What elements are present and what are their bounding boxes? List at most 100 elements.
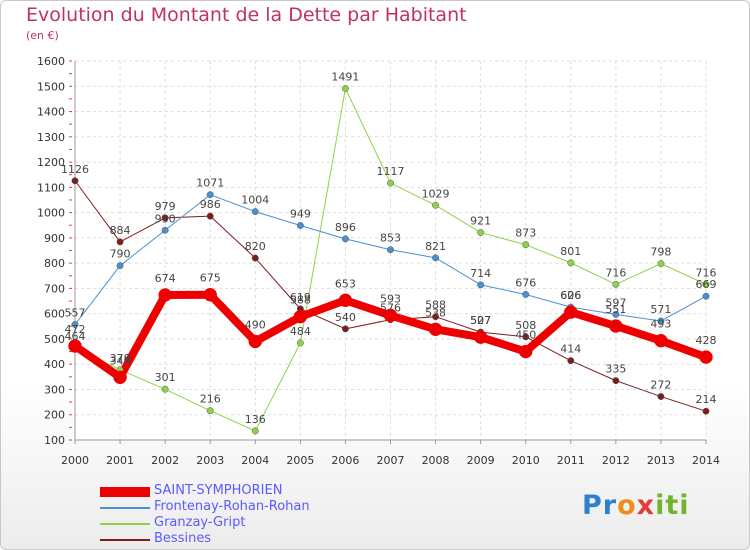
data-point	[161, 226, 169, 234]
data-label: 588	[290, 294, 311, 307]
data-point	[341, 85, 349, 92]
y-tick-label: 1500	[37, 80, 65, 93]
x-tick-label: 2007	[377, 454, 405, 467]
data-point	[251, 254, 259, 262]
data-point	[473, 330, 488, 344]
data-point	[522, 291, 530, 298]
data-point	[383, 308, 398, 323]
data-label: 798	[650, 246, 671, 259]
data-label: 896	[335, 221, 356, 234]
data-label: 716	[696, 266, 717, 279]
data-point	[477, 281, 485, 289]
legend-item: Frontenay-Rohan-Rohan	[100, 499, 400, 516]
data-point	[338, 293, 353, 308]
data-point	[206, 191, 214, 199]
data-point	[657, 317, 665, 325]
data-label: 921	[470, 215, 491, 228]
data-label: 873	[515, 227, 536, 240]
data-label: 669	[696, 278, 717, 291]
data-label: 588	[425, 299, 446, 312]
data-label: 606	[560, 289, 581, 302]
data-point	[296, 222, 304, 229]
data-label: 619	[290, 291, 311, 304]
data-point	[71, 177, 79, 185]
data-point	[702, 407, 710, 415]
data-label: 538	[425, 306, 446, 319]
data-label: 1004	[241, 194, 269, 207]
data-label: 335	[605, 363, 626, 376]
data-label: 1491	[331, 71, 359, 84]
data-label: 930	[155, 212, 176, 225]
data-point	[567, 357, 575, 365]
data-label: 676	[515, 276, 536, 289]
data-point	[612, 377, 620, 385]
data-point	[699, 350, 713, 364]
data-point	[518, 344, 533, 359]
data-label: 540	[335, 311, 356, 324]
data-point	[657, 393, 665, 400]
data-point	[158, 288, 172, 302]
x-tick-label: 2002	[151, 454, 179, 467]
proxiti-logo: Proxiti	[582, 490, 690, 521]
data-point	[341, 325, 349, 333]
data-label: 551	[605, 303, 626, 316]
data-label: 571	[650, 303, 671, 316]
data-label: 348	[110, 354, 131, 367]
data-label: 979	[155, 200, 176, 213]
data-point	[702, 280, 710, 288]
legend-swatch	[100, 539, 150, 541]
data-point	[609, 319, 623, 333]
data-point	[612, 280, 620, 288]
x-tick-label: 2006	[331, 454, 359, 467]
data-point	[612, 310, 620, 318]
y-tick-label: 900	[44, 232, 65, 245]
y-tick-label: 1400	[37, 106, 65, 119]
data-point	[432, 201, 440, 209]
data-label: 714	[470, 267, 491, 280]
data-point	[387, 246, 394, 254]
data-point	[387, 179, 394, 187]
data-point	[567, 259, 575, 267]
y-tick-label: 200	[44, 409, 65, 422]
legend-label: Granzay-Gript	[154, 515, 246, 530]
legend-item: Bessines	[100, 531, 400, 548]
y-tick-label: 1200	[37, 156, 65, 169]
data-label: 472	[65, 323, 86, 336]
data-label: 484	[290, 325, 311, 338]
data-label: 216	[200, 393, 221, 406]
data-label: 527	[470, 314, 491, 327]
data-point	[71, 321, 79, 328]
data-label: 214	[696, 393, 717, 406]
data-label: 716	[605, 266, 626, 279]
y-tick-label: 300	[44, 383, 65, 396]
x-tick-label: 2004	[241, 454, 269, 467]
data-label: 428	[696, 334, 717, 347]
data-point	[564, 305, 578, 319]
data-point	[657, 260, 665, 268]
legend-item: Granzay-Gript	[100, 515, 400, 532]
data-label: 593	[380, 292, 401, 305]
data-label: 820	[245, 240, 266, 253]
data-point	[206, 212, 214, 220]
y-tick-label: 1600	[37, 55, 65, 68]
x-tick-label: 2005	[286, 454, 314, 467]
data-point	[293, 309, 308, 324]
data-point	[116, 238, 124, 246]
legend-label: Frontenay-Rohan-Rohan	[154, 499, 310, 514]
data-label: 626	[560, 289, 581, 302]
data-label: 136	[245, 413, 266, 426]
y-tick-label: 400	[44, 358, 65, 371]
data-label: 272	[650, 379, 671, 392]
x-tick-label: 2014	[692, 454, 720, 467]
data-label: 986	[200, 198, 221, 211]
y-tick-label: 100	[44, 434, 65, 447]
data-label: 490	[245, 318, 266, 331]
data-point	[113, 370, 127, 385]
legend-swatch	[100, 523, 150, 525]
x-tick-label: 2001	[106, 454, 134, 467]
data-point	[251, 208, 259, 216]
data-point	[522, 241, 530, 249]
data-label: 675	[200, 272, 221, 285]
x-tick-label: 2000	[61, 454, 89, 467]
